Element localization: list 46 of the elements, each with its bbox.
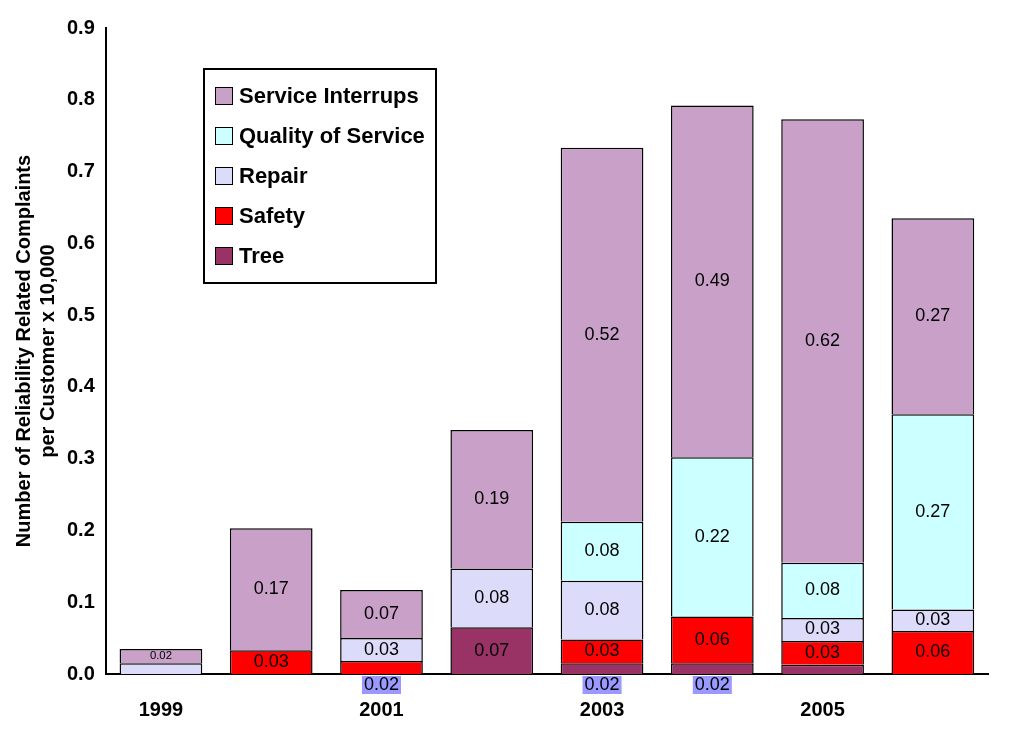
y-tick-label: 0.3 (66, 446, 95, 469)
data-label: 0.49 (694, 270, 730, 291)
y-tick-label: 0.0 (66, 661, 95, 684)
data-label: 0.62 (805, 329, 841, 350)
x-tick-label: 1999 (138, 697, 184, 720)
y-tick-label: 0.6 (66, 230, 95, 253)
data-label: 0.03 (805, 641, 841, 662)
data-label: 0.03 (584, 640, 620, 661)
data-label: 0.02 (149, 649, 172, 662)
y-tick-label: 0.5 (66, 302, 95, 325)
data-label: 0.03 (915, 609, 951, 630)
y-tick-label: 0.9 (66, 15, 95, 38)
data-label: 0.02 (584, 673, 620, 694)
data-label: 0.08 (584, 540, 620, 561)
legend-label: Service Interrups (239, 82, 419, 110)
data-label: 0.19 (474, 488, 510, 509)
legend-label: Repair (239, 162, 308, 190)
data-label: 0.08 (805, 579, 841, 600)
x-tick-label: 2003 (579, 697, 625, 720)
y-tick-label: 0.4 (66, 374, 96, 397)
data-label: 0.06 (915, 641, 951, 662)
legend-label: Quality of Service (239, 122, 425, 150)
data-label: 0.08 (474, 586, 510, 607)
data-label: 0.27 (915, 500, 951, 521)
data-label: 0.07 (363, 603, 400, 624)
data-label: 0.03 (253, 651, 289, 672)
x-tick-label: 2001 (359, 697, 404, 720)
data-label: 0.03 (363, 638, 400, 659)
y-tick-label: 0.7 (66, 159, 95, 182)
data-label: 0.07 (474, 639, 510, 660)
legend-label: Safety (239, 202, 306, 230)
data-label: 0.17 (253, 578, 289, 599)
data-label: 0.08 (584, 599, 620, 620)
data-label: 0.22 (694, 525, 730, 546)
y-axis-title: Number of Reliability Related Complaints per Customer x 10,000 (11, 154, 58, 548)
y-tick-label: 0.2 (66, 517, 95, 540)
data-label: 0.03 (805, 618, 841, 639)
y-tick-label: 0.1 (66, 589, 95, 612)
data-label: 0.27 (915, 305, 951, 326)
y-tick-label: 0.8 (66, 87, 95, 110)
x-tick-label: 2005 (800, 697, 845, 720)
data-label: 0.02 (363, 673, 400, 694)
legend-label: Tree (239, 242, 285, 270)
data-label: 0.02 (694, 673, 730, 694)
data-label: 0.06 (694, 628, 730, 649)
data-label: 0.52 (584, 323, 620, 344)
